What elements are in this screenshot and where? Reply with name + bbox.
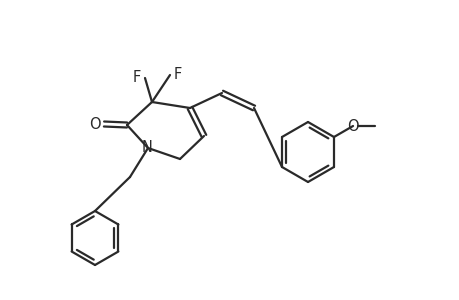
Text: F: F <box>133 70 141 85</box>
Text: O: O <box>89 116 101 131</box>
Text: F: F <box>174 67 182 82</box>
Text: N: N <box>141 140 152 154</box>
Text: O: O <box>347 118 358 134</box>
